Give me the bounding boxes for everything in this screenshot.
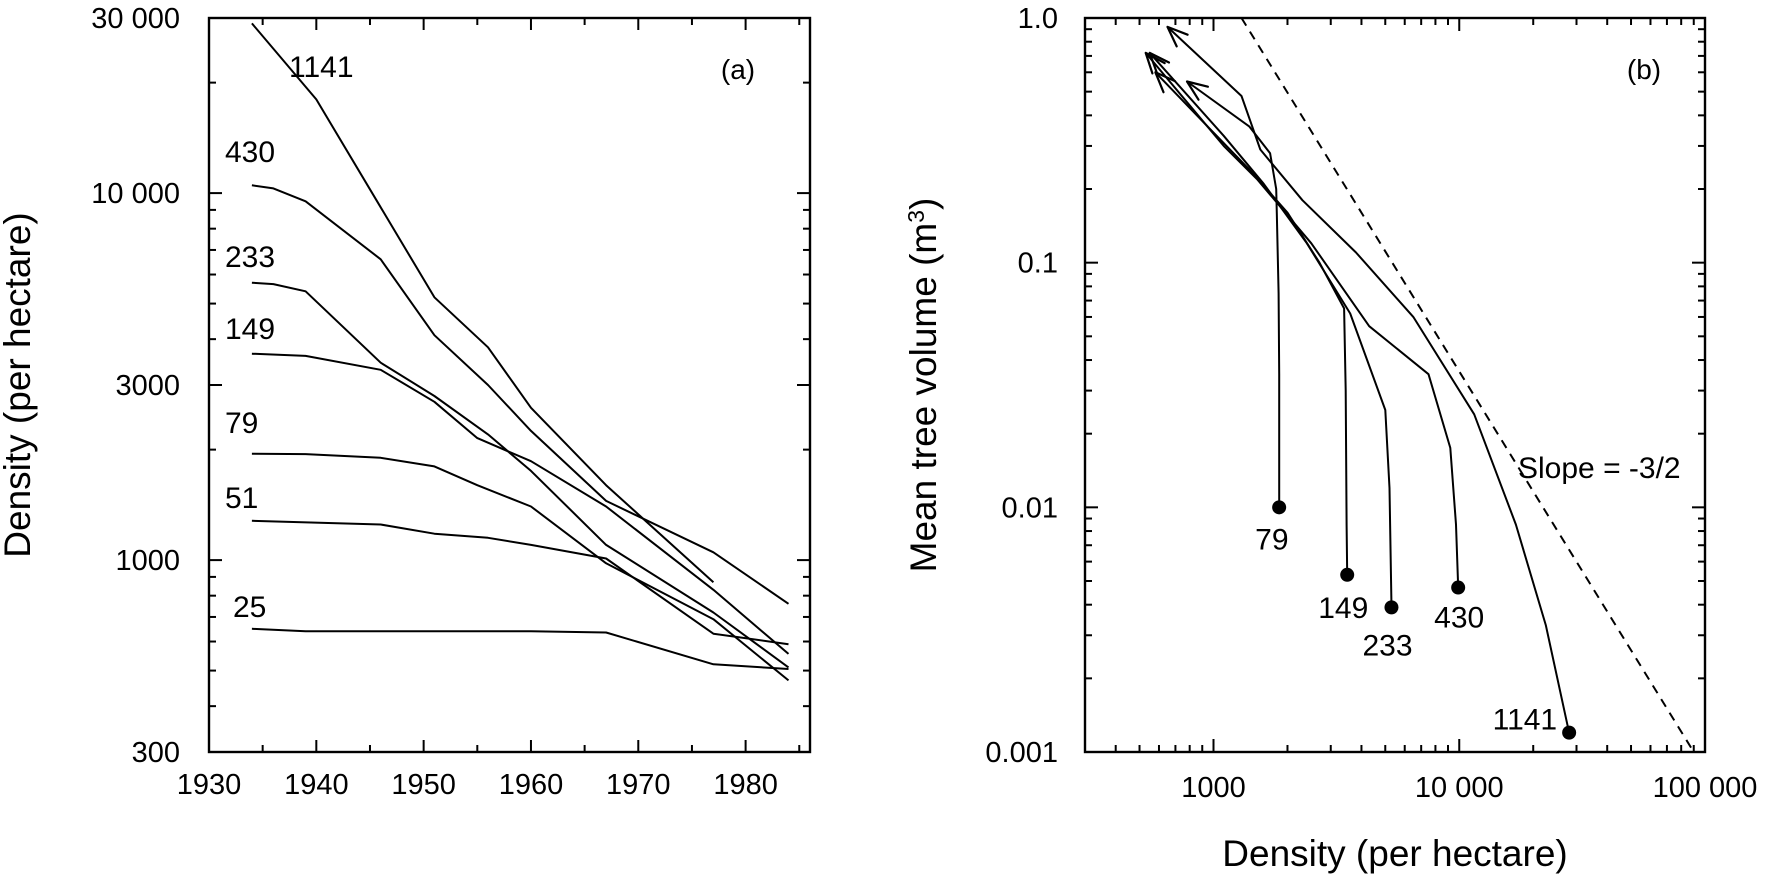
panel-a-frame (207, 16, 812, 754)
panel-b-y-axis-title: Mean tree volume (m3) (903, 198, 944, 573)
start-point-233 (1384, 600, 1399, 615)
panel-b-ticks (1085, 17, 1706, 753)
series-label-430: 430 (1434, 602, 1484, 635)
y-tick-label: 0.001 (985, 737, 1058, 769)
arrowhead-430 (1144, 51, 1166, 75)
series-label-25: 25 (233, 591, 266, 624)
series-label-1141: 1141 (289, 51, 354, 84)
arrowhead-1141 (1166, 25, 1189, 48)
panel-b-frame (1083, 16, 1707, 754)
panel-b-series: 79 149 233 430 1141 (1144, 17, 1695, 753)
series-line-25 (251, 627, 789, 670)
x-tick-label: 1970 (606, 769, 671, 801)
panel-a-ticks (209, 17, 810, 753)
start-point-79 (1272, 500, 1287, 515)
x-tick-label: 10 000 (1415, 772, 1504, 804)
series-label-149: 149 (1318, 592, 1368, 625)
start-point-1141 (1562, 725, 1577, 740)
panel-b-x-axis-title: Density (per hectare) (1222, 833, 1567, 874)
x-tick-label: 1980 (713, 769, 778, 801)
series-label-51: 51 (225, 482, 258, 515)
panel-a-tick-labels: 1930 1940 1950 1960 1970 1980 300 1000 3000 10 00… (91, 3, 778, 801)
trajectory-430 (1144, 52, 1460, 588)
panel-a-series: 1141 430 233 149 79 51 25 (225, 22, 790, 682)
start-point-430 (1451, 580, 1466, 595)
series-label-149: 149 (225, 313, 275, 346)
start-point-149 (1340, 567, 1355, 582)
series-label-79: 79 (1255, 523, 1288, 556)
y-tick-label: 30 000 (91, 3, 180, 35)
y-tick-label: 1.0 (1018, 3, 1058, 35)
series-line-1141 (251, 22, 715, 584)
series-line-233 (251, 281, 790, 669)
x-tick-label: 1000 (1181, 772, 1246, 804)
panel-a-label: (a) (721, 54, 755, 85)
series-line-430 (251, 184, 790, 605)
series-line-79 (251, 452, 790, 682)
panel-b-label: (b) (1627, 54, 1661, 85)
slope-annotation: Slope = -3/2 (1518, 452, 1681, 485)
x-tick-label: 1930 (177, 769, 242, 801)
panel-b-tick-labels: 1000 10 000 100 000 0.001 0.01 0.1 1.0 (985, 3, 1757, 804)
x-tick-label: 1950 (391, 769, 456, 801)
slope-reference-line (1240, 17, 1695, 753)
series-line-51 (251, 519, 789, 646)
series-label-1141: 1141 (1493, 704, 1558, 737)
trajectory-149 (1154, 71, 1349, 575)
y-tick-label: 300 (132, 737, 180, 769)
panel-a: 1141 430 233 149 79 51 25 1930 1940 1950 1960 1970… (0, 3, 812, 801)
y-tick-label: 0.1 (1018, 248, 1058, 280)
panel-b: 79 149 233 430 1141 1000 10 000 100 000 0.001 0.… (903, 3, 1757, 874)
x-tick-label: 1940 (284, 769, 349, 801)
arrowhead-233 (1148, 51, 1171, 75)
series-label-430: 430 (225, 136, 275, 169)
arrowhead-149 (1154, 71, 1177, 94)
series-label-233: 233 (225, 241, 275, 274)
y-tick-label: 3000 (115, 370, 180, 402)
trajectory-1141 (1166, 26, 1571, 733)
arrowhead-79 (1185, 80, 1210, 101)
trajectory-79 (1186, 80, 1281, 508)
series-label-233: 233 (1362, 629, 1412, 662)
x-tick-label: 1960 (499, 769, 564, 801)
y-tick-label: 10 000 (91, 178, 180, 210)
y-tick-label: 1000 (115, 545, 180, 577)
trajectory-233 (1148, 52, 1393, 608)
series-line-149 (251, 352, 790, 655)
series-label-79: 79 (225, 407, 258, 440)
panel-a-y-axis-title: Density (per hectare) (0, 212, 38, 557)
y-tick-label: 0.01 (1002, 492, 1058, 524)
x-tick-label: 100 000 (1653, 772, 1758, 804)
